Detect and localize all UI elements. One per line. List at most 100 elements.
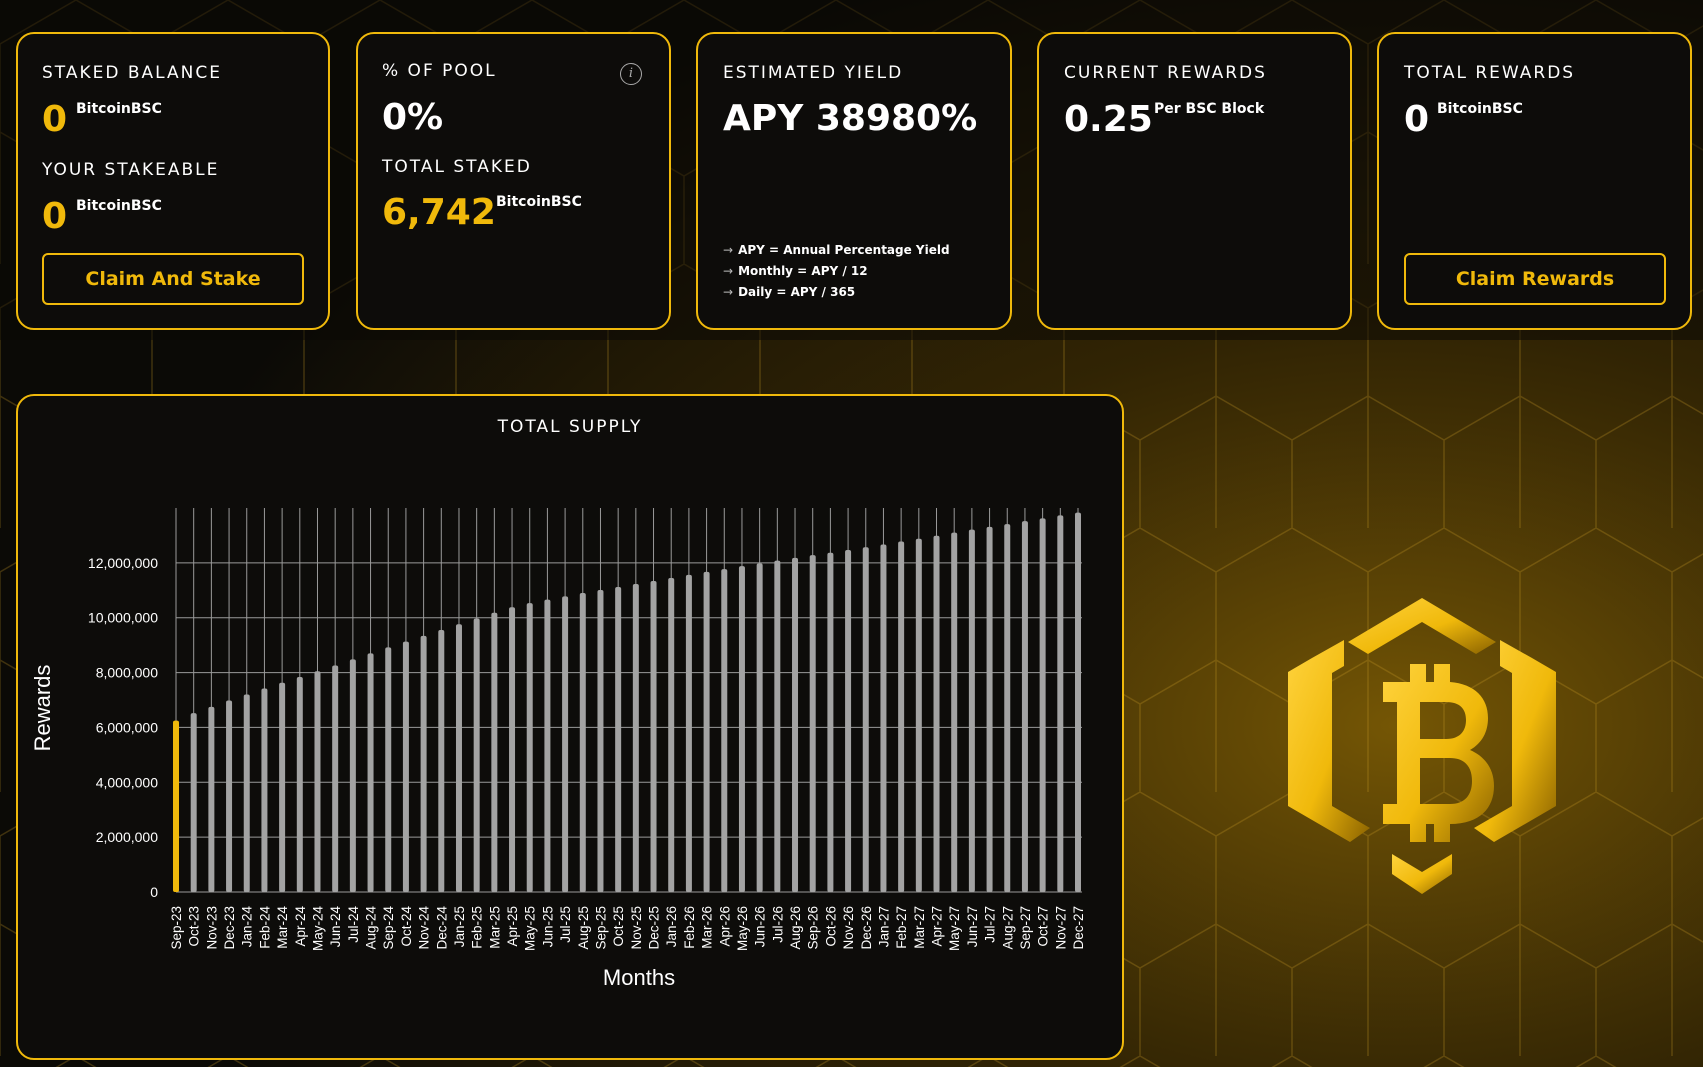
bar-Feb-24	[261, 688, 268, 892]
current-rewards-unit: Per BSC Block	[1154, 101, 1265, 117]
x-tick-label: Aug-24	[364, 906, 379, 950]
total-supply-chart-card: TOTAL SUPPLY 0 2,000,000 4,000,000 6,000,00…	[16, 394, 1124, 1060]
bar-Sep-26	[809, 555, 816, 892]
bar-Dec-27	[1075, 512, 1081, 892]
bar-Apr-27	[933, 535, 940, 892]
x-tick-label: Aug-26	[788, 906, 803, 950]
bar-Oct-23	[190, 713, 197, 892]
x-tick-label: Oct-27	[1036, 906, 1051, 947]
bar-Apr-24	[296, 676, 303, 892]
pool-percent-label: % OF POOL	[382, 61, 497, 81]
bar-May-27	[951, 532, 958, 892]
current-rewards-value: 0.25	[1064, 99, 1153, 140]
bar-Sep-27	[1021, 521, 1028, 892]
yield-note-daily: → Daily = APY / 365	[723, 285, 856, 299]
bar-Jul-26	[774, 560, 781, 892]
y-tick-label: 2,000,000	[96, 829, 158, 845]
bar-Jan-25	[455, 624, 462, 892]
claim-rewards-button[interactable]: Claim Rewards	[1404, 253, 1666, 305]
x-axis-title: Months	[603, 965, 675, 990]
staked-balance-unit: BitcoinBSC	[76, 101, 162, 117]
bar-Nov-26	[845, 549, 852, 892]
bar-May-25	[526, 603, 533, 892]
bitcoin-bsc-logo	[1288, 598, 1556, 894]
chart-title: TOTAL SUPPLY	[497, 417, 643, 437]
bar-Jan-24	[243, 694, 250, 892]
x-tick-label: Jul-27	[983, 906, 998, 943]
x-tick-label: Mar-25	[487, 906, 502, 949]
bar-Jul-25	[562, 596, 569, 892]
bar-Feb-27	[898, 541, 905, 892]
x-tick-label: Apr-27	[930, 906, 945, 947]
bar-Feb-25	[473, 618, 480, 892]
bar-Nov-25	[632, 583, 639, 892]
bar-Oct-25	[615, 586, 622, 892]
bar-Sep-23	[173, 720, 179, 892]
bar-Nov-27	[1057, 515, 1064, 892]
x-tick-label: Feb-25	[470, 906, 485, 949]
bar-Mar-24	[279, 682, 286, 892]
total-rewards-unit: BitcoinBSC	[1437, 101, 1523, 117]
bar-May-26	[738, 566, 745, 892]
pool-card: % OF POOL i 0% TOTAL STAKED 6,742 Bitcoi…	[356, 32, 671, 330]
x-tick-label: Nov-23	[204, 906, 219, 950]
bar-Dec-23	[226, 700, 233, 892]
x-tick-label: Mar-27	[912, 906, 927, 949]
x-tick-label: Mar-24	[275, 906, 290, 949]
current-rewards-card: CURRENT REWARDS 0.25 Per BSC Block	[1037, 32, 1352, 330]
x-tick-label: Sep-25	[593, 906, 608, 950]
y-tick-label: 12,000,000	[88, 555, 158, 571]
bar-Jun-26	[756, 563, 763, 892]
x-tick-label: Feb-27	[894, 906, 909, 949]
total-staked-label: TOTAL STAKED	[382, 157, 532, 177]
x-tick-label: Jan-26	[664, 906, 679, 947]
x-tick-label: Feb-24	[257, 906, 272, 949]
total-rewards-value: 0	[1404, 99, 1430, 140]
x-tick-label: Sep-27	[1018, 906, 1033, 950]
total-staked-unit: BitcoinBSC	[496, 194, 582, 210]
bar-Oct-27	[1039, 518, 1046, 892]
bar-Dec-26	[862, 547, 869, 892]
bar-Dec-24	[438, 630, 445, 892]
y-tick-label: 4,000,000	[96, 774, 158, 790]
info-icon[interactable]: i	[620, 63, 642, 85]
apy-value: APY 38980%	[723, 98, 978, 139]
estimated-yield-card: ESTIMATED YIELD APY 38980% → APY = Annual…	[696, 32, 1012, 330]
x-tick-label: Nov-27	[1053, 906, 1068, 950]
x-tick-label: Jun-25	[540, 906, 555, 947]
x-tick-label: Aug-27	[1000, 906, 1015, 950]
arrow-right-icon: →	[723, 243, 734, 257]
x-tick-label: Aug-25	[576, 906, 591, 950]
bar-Aug-26	[792, 557, 799, 892]
claim-and-stake-button[interactable]: Claim And Stake	[42, 253, 304, 305]
staked-balance-value: 0	[42, 99, 68, 140]
bar-Mar-26	[703, 571, 710, 892]
x-tick-label: Dec-23	[222, 906, 237, 950]
stakeable-label: YOUR STAKEABLE	[42, 160, 220, 180]
x-tick-label: Jan-25	[452, 906, 467, 947]
bar-Apr-25	[509, 607, 516, 892]
bar-Jan-26	[668, 577, 675, 892]
x-tick-label: Apr-24	[293, 906, 308, 947]
bar-Mar-25	[491, 612, 498, 892]
x-tick-label: Jul-25	[558, 906, 573, 943]
y-axis-title: Rewards	[30, 665, 55, 752]
pool-percent-value: 0%	[382, 97, 444, 138]
x-tick-label: Jun-27	[965, 906, 980, 947]
x-tick-label: Sep-26	[806, 906, 821, 950]
x-tick-label: May-27	[947, 906, 962, 951]
bar-Apr-26	[721, 569, 728, 892]
arrow-right-icon: →	[723, 285, 734, 299]
bar-Jul-27	[986, 526, 993, 892]
x-tick-label: Jun-24	[328, 906, 343, 948]
x-tick-label: Jan-24	[240, 906, 255, 948]
x-tick-label: Jul-26	[770, 906, 785, 943]
x-tick-label: Oct-24	[399, 906, 414, 947]
current-rewards-label: CURRENT REWARDS	[1064, 63, 1267, 83]
bar-Aug-25	[579, 593, 586, 892]
yield-note-monthly: → Monthly = APY / 12	[723, 264, 868, 278]
x-tick-label: Sep-23	[169, 906, 184, 950]
total-staked-value: 6,742	[382, 192, 496, 233]
bar-Dec-25	[650, 580, 657, 892]
x-tick-label: Apr-26	[717, 906, 732, 947]
